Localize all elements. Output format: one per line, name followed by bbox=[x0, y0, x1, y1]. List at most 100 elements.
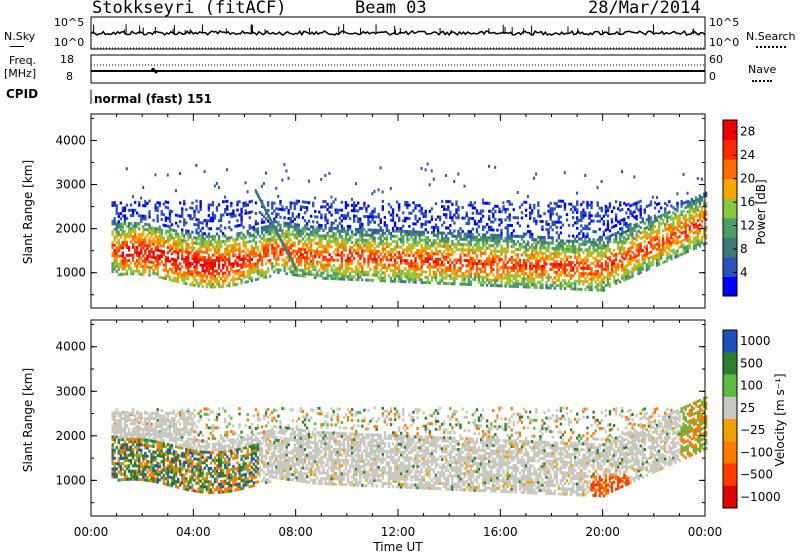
power-cell bbox=[672, 219, 675, 223]
power-cell bbox=[559, 226, 563, 230]
power-cell bbox=[224, 260, 227, 264]
power-cell bbox=[217, 203, 221, 207]
power-cell bbox=[680, 242, 683, 246]
power-cell bbox=[469, 248, 472, 252]
power-cell bbox=[156, 227, 159, 231]
power-cell bbox=[647, 214, 651, 218]
power-cell bbox=[357, 267, 360, 271]
power-cell bbox=[398, 272, 401, 276]
power-cell bbox=[260, 247, 264, 251]
power-cell bbox=[138, 272, 141, 276]
power-cell bbox=[608, 202, 611, 206]
power-cell bbox=[535, 256, 538, 260]
power-cell bbox=[557, 204, 560, 208]
power-cell bbox=[285, 206, 288, 210]
power-cell bbox=[434, 233, 438, 237]
power-cell bbox=[496, 265, 499, 269]
power-cell bbox=[213, 253, 217, 257]
power-cell bbox=[123, 259, 127, 263]
power-cell bbox=[596, 270, 599, 273]
power-cell bbox=[596, 186, 599, 190]
power-cell bbox=[283, 258, 286, 262]
power-cell bbox=[246, 248, 249, 252]
power-cell bbox=[512, 239, 515, 243]
power-cell bbox=[402, 237, 405, 241]
power-cell bbox=[475, 248, 479, 252]
power-cell bbox=[187, 256, 190, 260]
power-cell bbox=[494, 236, 497, 240]
power-cell bbox=[205, 274, 208, 278]
power-cell bbox=[248, 240, 251, 243]
freq-outlier-point bbox=[154, 70, 158, 74]
power-cell bbox=[393, 261, 397, 265]
power-cell bbox=[371, 273, 374, 277]
power-cell bbox=[183, 218, 186, 222]
power-cell bbox=[551, 220, 554, 224]
power-cell bbox=[449, 263, 452, 267]
power-cell bbox=[211, 245, 215, 249]
power-cell bbox=[451, 269, 454, 273]
power-cell bbox=[571, 268, 575, 272]
power-cell bbox=[195, 163, 198, 167]
power-cell bbox=[565, 281, 569, 285]
power-cell bbox=[281, 178, 284, 182]
power-cell bbox=[547, 257, 550, 261]
power-cell bbox=[659, 248, 663, 252]
power-cell bbox=[606, 240, 610, 244]
power-cell bbox=[133, 227, 137, 231]
power-cell bbox=[528, 269, 532, 273]
power-cell bbox=[187, 274, 190, 278]
power-cell bbox=[187, 248, 190, 252]
power-cell bbox=[596, 214, 599, 218]
power-cell bbox=[637, 208, 640, 212]
power-cell bbox=[686, 191, 689, 195]
power-cell bbox=[111, 243, 114, 247]
power-cell bbox=[488, 209, 491, 213]
power-cell bbox=[670, 241, 673, 245]
power-cell bbox=[668, 247, 671, 251]
power-cell bbox=[170, 236, 174, 240]
power-cell bbox=[522, 250, 526, 254]
power-cell bbox=[647, 267, 651, 271]
power-cell bbox=[625, 277, 628, 281]
power-cell bbox=[185, 250, 188, 254]
power-cell bbox=[596, 238, 599, 242]
power-cell bbox=[657, 236, 661, 240]
power-cell bbox=[117, 244, 120, 248]
power-cell bbox=[635, 222, 638, 226]
power-cell bbox=[287, 208, 290, 212]
power-cell bbox=[412, 262, 415, 266]
power-cell bbox=[207, 280, 211, 284]
power-cell bbox=[586, 256, 589, 260]
power-cell bbox=[230, 249, 233, 253]
power-cell bbox=[428, 254, 432, 258]
power-cell bbox=[430, 252, 434, 256]
power-cell bbox=[692, 218, 696, 222]
power-cell bbox=[391, 213, 395, 217]
power-cell bbox=[289, 256, 292, 261]
power-cell bbox=[363, 259, 366, 263]
power-cell bbox=[113, 248, 116, 252]
power-cell bbox=[281, 208, 284, 212]
power-cell bbox=[111, 222, 114, 226]
power-cell bbox=[445, 234, 448, 238]
power-cell bbox=[694, 235, 698, 239]
power-cell bbox=[154, 266, 157, 270]
power-cell bbox=[639, 268, 642, 272]
power-cell bbox=[410, 272, 413, 276]
power-cell bbox=[522, 274, 526, 278]
power-cell bbox=[498, 268, 501, 272]
power-cell bbox=[250, 234, 253, 238]
power-cell bbox=[262, 247, 266, 250]
power-cell bbox=[191, 217, 194, 221]
power-cell bbox=[537, 259, 540, 263]
power-cell bbox=[379, 263, 382, 267]
power-cell bbox=[283, 237, 286, 241]
power-cell bbox=[136, 245, 139, 249]
power-cell bbox=[297, 263, 301, 267]
power-cell bbox=[256, 269, 260, 273]
velocity-cell bbox=[121, 478, 125, 482]
nsearch-legend-line bbox=[756, 46, 786, 48]
power-cell bbox=[117, 220, 120, 224]
power-cell bbox=[140, 235, 143, 239]
